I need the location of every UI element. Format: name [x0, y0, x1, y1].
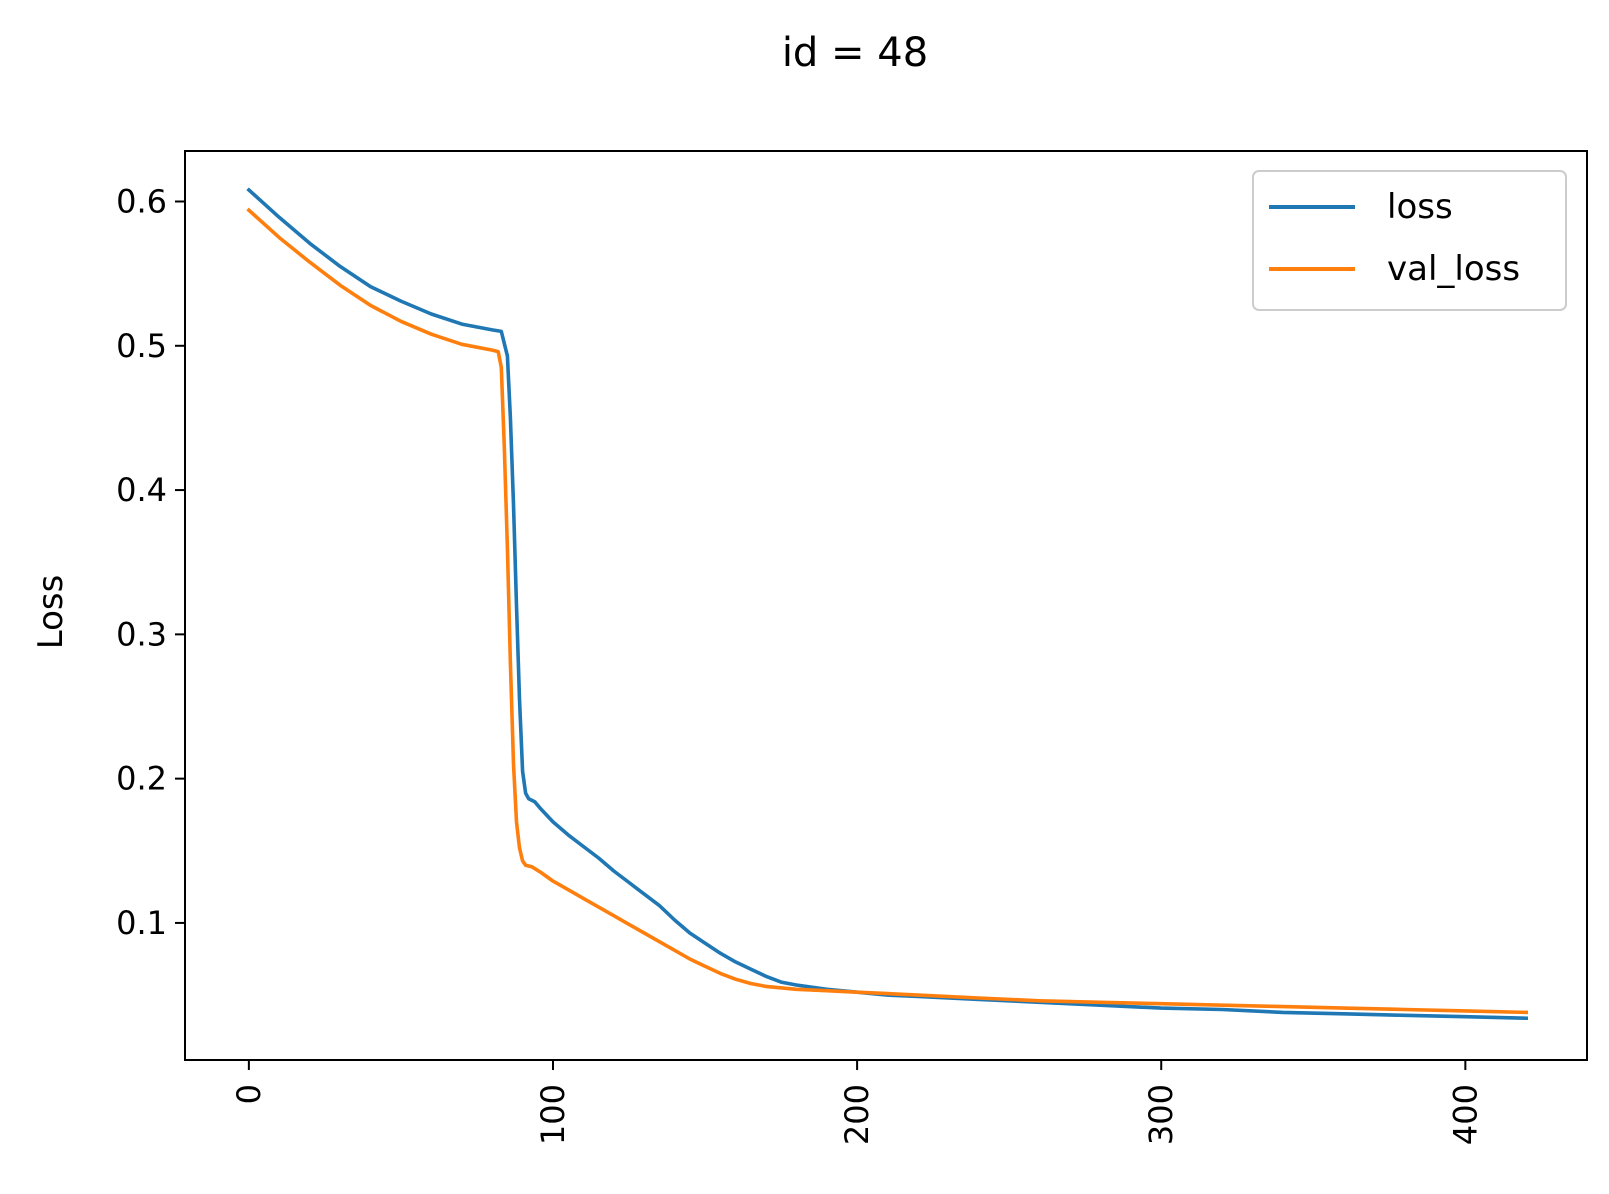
x-tick-label: 400	[1446, 1084, 1484, 1145]
chart-title: id = 48	[782, 30, 928, 76]
legend-label-loss: loss	[1387, 187, 1453, 227]
series-line-loss	[246, 187, 1529, 1021]
y-tick-label: 0.2	[116, 760, 167, 798]
series-layer	[246, 187, 1529, 1021]
x-tick-label: 0	[230, 1084, 268, 1104]
axes-layer: 0 100 200 300 400 0.1 0.2 0.3 0.4 0.5 0.6	[116, 150, 1588, 1145]
x-tick-label: 100	[534, 1084, 572, 1145]
y-tick-label: 0.5	[116, 327, 167, 365]
x-tick-label: 200	[838, 1084, 876, 1145]
legend: loss val_loss	[1252, 170, 1567, 311]
plot-frame	[184, 150, 1588, 1061]
y-tick-label: 0.4	[116, 471, 167, 509]
series-line-val-loss	[246, 207, 1529, 1015]
x-tick-label: 300	[1142, 1084, 1180, 1145]
y-tick-label: 0.3	[116, 615, 167, 653]
legend-label-val-loss: val_loss	[1387, 249, 1520, 289]
y-axis-label: Loss	[31, 575, 71, 650]
y-tick-label: 0.1	[116, 904, 167, 942]
y-tick-label: 0.6	[116, 183, 167, 221]
